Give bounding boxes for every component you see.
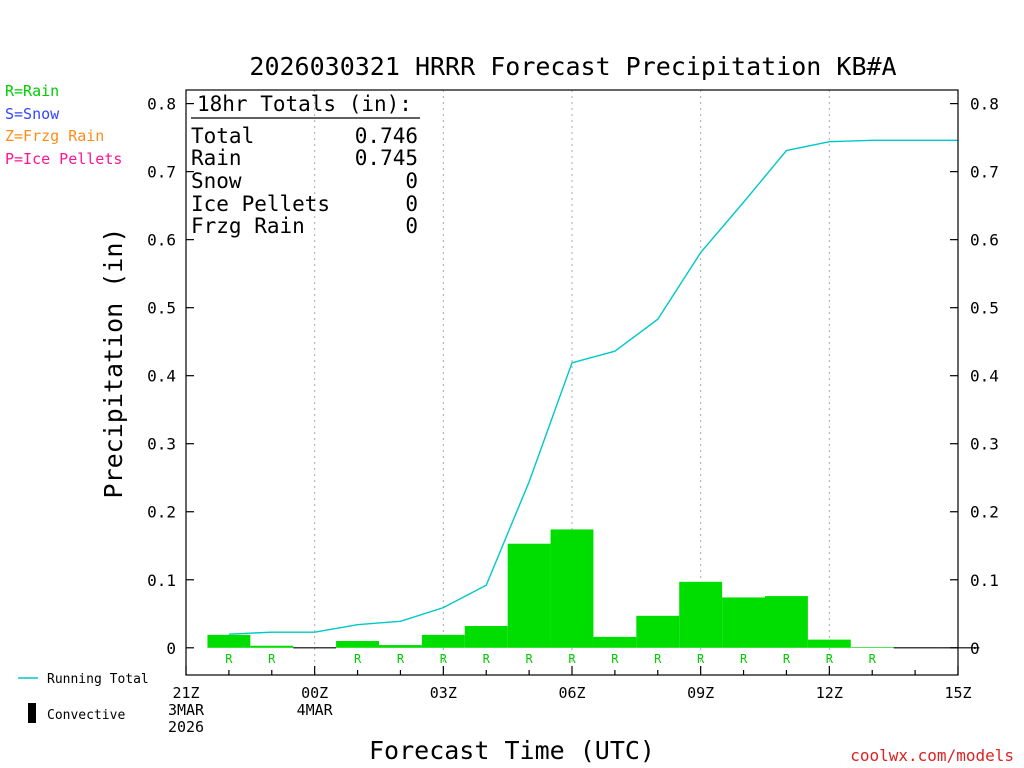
y-tick-label-left-0.7: 0.7 [147, 163, 176, 182]
y-tick-label-right-0.3: 0.3 [970, 435, 999, 454]
precip-type-mark-hour-13: R [740, 652, 748, 666]
y-axis-left: 0 0.1 0.2 0.3 0.4 0.5 0.6 0.7 0.8 [147, 95, 194, 658]
precip-bar-hour-7 [464, 626, 508, 648]
totals-header: 18hr Totals (in): [197, 92, 412, 116]
precip-bar-hour-5 [379, 645, 422, 648]
x-tick-label-0-0: 21Z [172, 684, 199, 702]
y-tick-label-left-0: 0 [166, 639, 176, 658]
convective-legend-label: Convective [47, 708, 125, 723]
x-tick-label-3-1: 4MAR [297, 701, 334, 719]
totals-box: 18hr Totals (in): Total 0.746 Rain 0.745… [191, 92, 420, 238]
precip-bar-hour-4 [336, 640, 379, 648]
totals-label-snow: Snow [191, 169, 242, 193]
totals-label-rain: Rain [191, 146, 242, 170]
precip-type-mark-hour-6: R [440, 652, 448, 666]
type-legend-ice-pellets: P=Ice Pellets [5, 150, 122, 168]
y-tick-label-left-0.5: 0.5 [147, 299, 176, 318]
x-tick-label-9-0: 06Z [558, 684, 585, 702]
hourly-precip-bars [207, 529, 980, 649]
totals-value-snow: 0 [405, 169, 418, 193]
y-tick-label-right-0.4: 0.4 [970, 367, 999, 386]
precip-type-mark-hour-11: R [654, 652, 662, 666]
y-tick-label-right-0.5: 0.5 [970, 299, 999, 318]
totals-value-total: 0.746 [355, 124, 418, 148]
convective-legend-swatch [28, 703, 36, 723]
y-tick-label-right-0: 0 [970, 639, 980, 658]
y-tick-label-left-0.1: 0.1 [147, 571, 176, 590]
credit-text: coolwx.com/models [850, 746, 1014, 765]
y-tick-label-right-0.8: 0.8 [970, 95, 999, 114]
type-legend-rain: R=Rain [5, 82, 59, 100]
totals-value-frzg-rain: 0 [405, 214, 418, 238]
y-tick-label-left-0.4: 0.4 [147, 367, 176, 386]
precip-type-mark-hour-8: R [525, 652, 533, 666]
precip-type-mark-hour-16: R [869, 652, 877, 666]
totals-label-ice-pellets: Ice Pellets [191, 192, 330, 216]
x-tick-label-15-0: 12Z [816, 684, 843, 702]
precip-bar-hour-15 [807, 639, 851, 648]
y-tick-label-right-0.6: 0.6 [970, 231, 999, 250]
totals-label-total: Total [191, 124, 254, 148]
precip-bar-hour-2 [250, 645, 294, 648]
precip-type-mark-hour-1: R [225, 652, 233, 666]
y-tick-label-right-0.1: 0.1 [970, 571, 999, 590]
type-legend-frzg-rain: Z=Frzg Rain [5, 127, 104, 145]
y-tick-label-left-0.2: 0.2 [147, 503, 176, 522]
y-tick-label-right-0.2: 0.2 [970, 503, 999, 522]
precip-type-mark-hour-2: R [268, 652, 276, 666]
x-tick-label-6-0: 03Z [430, 684, 457, 702]
precip-bar-hour-6 [421, 634, 465, 648]
x-tick-label-18-0: 15Z [944, 684, 971, 702]
x-tick-label-3-0: 00Z [301, 684, 328, 702]
precip-type-mark-hour-4: R [354, 652, 362, 666]
y-tick-label-left-0.3: 0.3 [147, 435, 176, 454]
x-tick-label-0-1: 3MAR [168, 701, 205, 719]
precip-bar-hour-14 [765, 596, 808, 648]
chart-title: 2026030321 HRRR Forecast Precipitation K… [249, 52, 896, 81]
precip-type-mark-hour-12: R [697, 652, 705, 666]
precip-type-legend: R=Rain S=Snow Z=Frzg Rain P=Ice Pellets [5, 82, 122, 168]
totals-value-ice-pellets: 0 [405, 192, 418, 216]
type-legend-snow: S=Snow [5, 105, 60, 123]
precip-type-mark-hour-10: R [611, 652, 619, 666]
precip-type-mark-hour-15: R [826, 652, 834, 666]
precip-type-mark-hour-5: R [397, 652, 405, 666]
precip-bar-hour-9 [550, 529, 594, 648]
precip-bar-hour-8 [507, 543, 551, 648]
series-legend: Running Total Convective [18, 672, 149, 723]
running-total-line [228, 139, 958, 635]
totals-label-frzg-rain: Frzg Rain [191, 214, 305, 238]
y-tick-label-left-0.8: 0.8 [147, 95, 176, 114]
x-tick-label-0-2: 2026 [168, 718, 204, 736]
precip-bar-hour-11 [636, 615, 680, 648]
x-tick-label-12-0: 09Z [687, 684, 714, 702]
precip-bar-hour-16 [850, 647, 894, 648]
precip-type-mark-hour-14: R [783, 652, 791, 666]
x-axis-label: Forecast Time (UTC) [369, 736, 655, 765]
precip-bar-hour-12 [679, 581, 723, 648]
y-axis-right: 0 0.1 0.2 0.3 0.4 0.5 0.6 0.7 0.8 [950, 95, 999, 658]
totals-value-rain: 0.745 [355, 146, 418, 170]
precip-type-mark-hour-7: R [483, 652, 491, 666]
y-axis-label: Precipitation (in) [99, 228, 128, 499]
running-total-legend-label: Running Total [47, 672, 149, 687]
y-tick-label-right-0.7: 0.7 [970, 163, 999, 182]
precip-bar-hour-13 [722, 597, 765, 648]
precip-bar-hour-1 [207, 634, 251, 648]
y-tick-label-left-0.6: 0.6 [147, 231, 176, 250]
precip-type-mark-hour-9: R [568, 652, 576, 666]
precip-bar-hour-10 [593, 636, 637, 648]
